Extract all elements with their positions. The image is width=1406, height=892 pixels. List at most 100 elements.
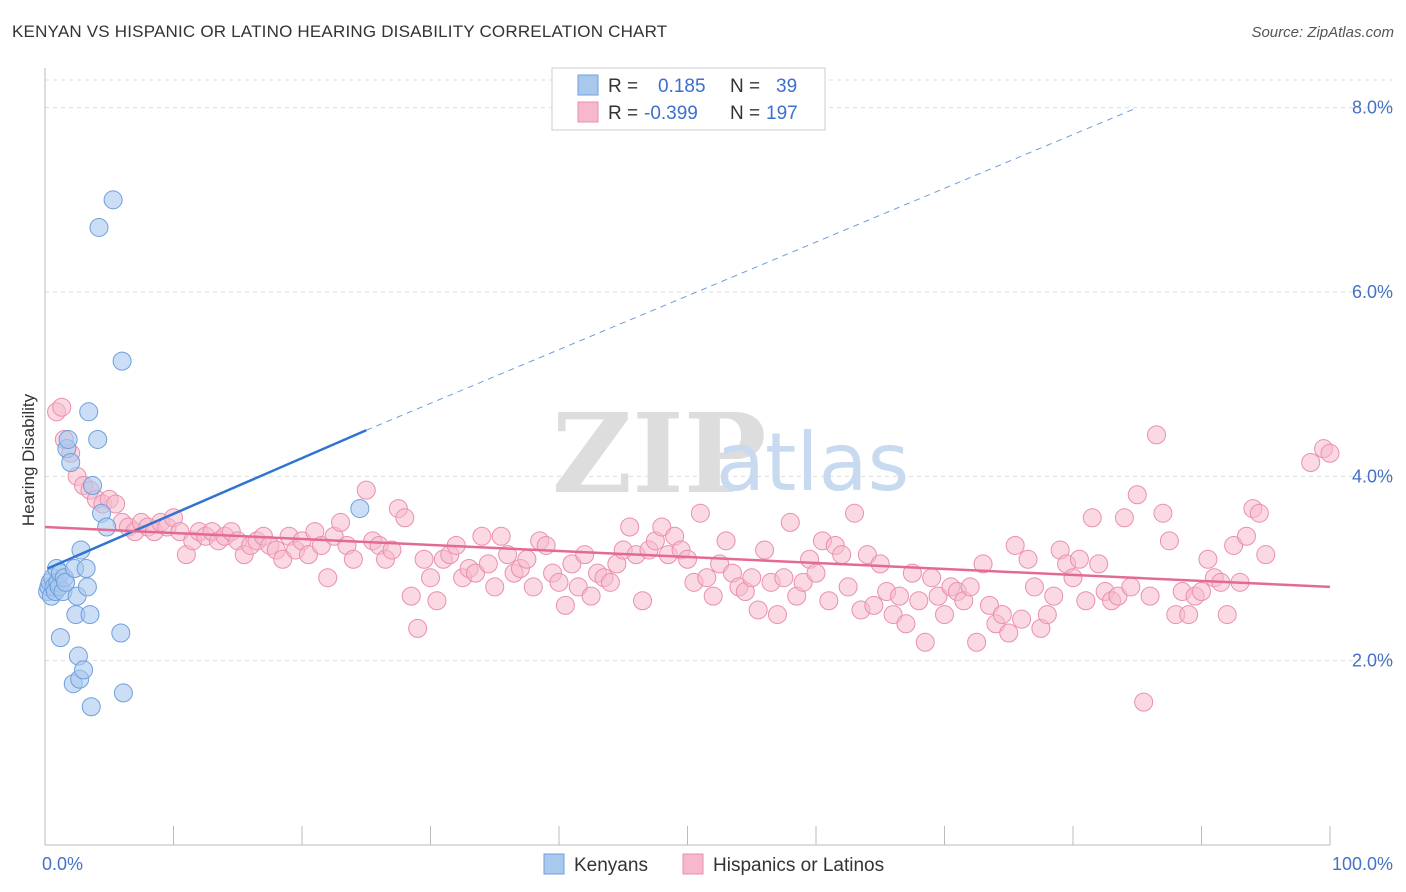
kenyan-point (111, 623, 131, 643)
hispanic-point (909, 591, 929, 611)
hispanic-point (485, 577, 505, 597)
hispanic-point (421, 568, 440, 588)
hispanic-point (106, 494, 126, 514)
hispanic-point (748, 600, 768, 620)
hispanic-point (703, 586, 723, 606)
hispanic-point (1121, 577, 1141, 597)
hispanic-point (806, 563, 826, 583)
hispanic-point (1179, 605, 1199, 625)
kenyan-point (89, 217, 109, 237)
y-tick-label: 4.0% (1352, 466, 1393, 486)
hispanic-point (1153, 503, 1173, 523)
hispanic-point (1108, 586, 1128, 606)
hispanic-point (395, 508, 415, 528)
hispanic-point (1249, 503, 1269, 523)
hispanic-point (1069, 549, 1089, 569)
kenyan-point (61, 453, 81, 472)
hispanic-point (273, 549, 293, 569)
hispanic-point (517, 549, 537, 569)
kenyan-point (83, 476, 103, 496)
legend-n-value-1: 39 (776, 76, 797, 97)
hispanic-point (883, 605, 903, 625)
hispanic-point (1320, 443, 1340, 463)
legend-r-label-2: R = (608, 103, 638, 124)
y-axis-label: Hearing Disability (19, 393, 38, 526)
hispanic-point (1134, 692, 1154, 712)
hispanic-trend-line (44, 525, 1331, 589)
kenyan-point (113, 683, 133, 703)
hispanic-point (343, 549, 363, 569)
hispanic-point (1159, 531, 1179, 551)
hispanic-point (581, 586, 601, 606)
kenyan-point (74, 660, 94, 680)
hispanic-point (838, 577, 858, 597)
chart-title: KENYAN VS HISPANIC OR LATINO HEARING DIS… (12, 22, 668, 41)
hispanic-point (1005, 535, 1025, 555)
hispanic-point (793, 572, 813, 592)
hispanic-point (498, 545, 518, 565)
x-tick-label-min: 0.0% (42, 854, 83, 874)
hispanic-point (979, 595, 999, 615)
bottom-swatch-hispanics (682, 853, 704, 875)
hispanic-point (767, 605, 787, 625)
x-tick-label-max: 100.0% (1332, 854, 1393, 874)
hispanic-point (575, 545, 595, 565)
y-tick-label: 2.0% (1352, 651, 1393, 671)
hispanic-point (1037, 605, 1057, 625)
y-tick-label: 8.0% (1352, 98, 1393, 118)
hispanic-point (890, 586, 910, 606)
hispanic-point (716, 531, 736, 551)
hispanic-point (935, 605, 954, 625)
legend-n-label-1: N = (730, 76, 760, 97)
source-credit: Source: ZipAtlas.com (1251, 24, 1394, 41)
kenyan-point (350, 499, 370, 519)
hispanic-point (170, 522, 190, 542)
kenyan-point (58, 429, 78, 449)
kenyan-point (81, 697, 101, 717)
hispanic-point (992, 605, 1012, 625)
hispanic-point (491, 526, 511, 546)
hispanic-point (401, 586, 421, 606)
kenyan-point (56, 572, 76, 592)
hispanic-point (600, 572, 620, 592)
hispanic-point (870, 554, 890, 574)
hispanic-points (47, 397, 1340, 712)
legend-r-label-1: R = (608, 76, 638, 97)
hispanic-point (1236, 526, 1256, 546)
hispanic-point (562, 554, 582, 574)
kenyan-points (38, 190, 370, 717)
bottom-legend-kenyans: Kenyans (574, 855, 648, 876)
hispanic-point (1127, 485, 1147, 505)
hispanic-point (845, 503, 865, 523)
hispanic-point (568, 577, 588, 597)
kenyan-point (77, 577, 97, 597)
kenyan-point (97, 517, 117, 537)
hispanic-point (427, 591, 447, 611)
hispanic-point (1012, 609, 1032, 629)
hispanic-point (1147, 425, 1167, 445)
hispanic-point (1018, 549, 1038, 569)
legend-swatch-kenyans (577, 74, 599, 96)
hispanic-point (780, 512, 800, 532)
hispanic-point (1024, 577, 1044, 597)
bottom-swatch-kenyans (543, 853, 565, 875)
hispanic-point (1224, 535, 1244, 555)
hispanic-point (382, 540, 402, 560)
hispanic-point (774, 568, 794, 588)
hispanic-point (1063, 568, 1083, 588)
hispanic-point (620, 517, 640, 537)
hispanic-point (742, 568, 762, 588)
correlation-legend: R = 0.185 N = 39 R = -0.399 N = 197 (551, 67, 826, 131)
hispanic-point (832, 545, 852, 565)
hispanic-point (1076, 591, 1096, 611)
bottom-legend-hispanics: Hispanics or Latinos (713, 855, 884, 876)
legend-n-label-2: N = (730, 103, 760, 124)
hispanic-point (298, 545, 318, 565)
hispanic-point (755, 540, 775, 560)
hispanic-point (1198, 549, 1218, 569)
hispanic-point (523, 577, 543, 597)
kenyan-point (80, 605, 100, 625)
legend-swatch-hispanics (577, 101, 599, 123)
hispanic-point (999, 623, 1019, 643)
axes-layer: 2.0% 4.0% 6.0% 8.0% 0.0% 100.0% (42, 68, 1393, 874)
